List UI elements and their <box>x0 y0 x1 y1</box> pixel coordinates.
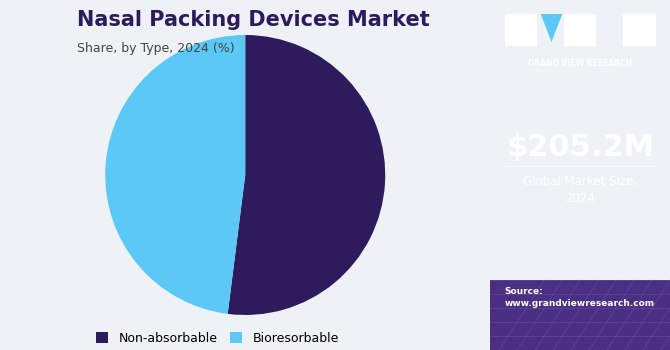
Wedge shape <box>228 35 385 315</box>
Bar <box>490 280 670 350</box>
Text: Nasal Packing Devices Market: Nasal Packing Devices Market <box>77 10 430 30</box>
Legend: Non-absorbable, Bioresorbable: Non-absorbable, Bioresorbable <box>90 325 345 350</box>
Text: $205.2M: $205.2M <box>507 133 654 162</box>
Wedge shape <box>105 35 245 314</box>
Text: Global Market Size,
2024: Global Market Size, 2024 <box>523 175 637 205</box>
Bar <box>623 14 656 46</box>
Polygon shape <box>541 14 562 42</box>
Text: GRAND VIEW RESEARCH: GRAND VIEW RESEARCH <box>528 60 632 69</box>
Text: Share, by Type, 2024 (%): Share, by Type, 2024 (%) <box>77 42 235 55</box>
Bar <box>564 14 596 46</box>
Text: Source:
www.grandviewresearch.com: Source: www.grandviewresearch.com <box>505 287 655 308</box>
Bar <box>505 14 537 46</box>
